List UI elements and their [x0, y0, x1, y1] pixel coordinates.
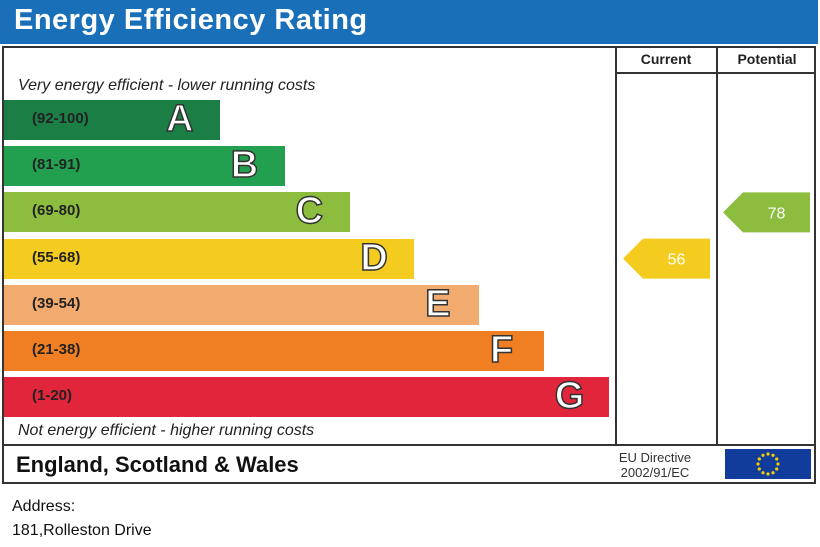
band-letter-label: D	[360, 236, 389, 280]
eu-stars-icon	[756, 452, 780, 476]
band-e: (39-54) E	[4, 282, 480, 326]
band-letter-label: C	[295, 190, 324, 234]
band-letter-label: E	[424, 282, 451, 326]
footer-divider	[2, 444, 816, 446]
band-a: (92-100) A	[4, 97, 220, 141]
band-letter-label: B	[230, 143, 259, 187]
chart-frame	[2, 46, 816, 484]
band-range-label: (21-38)	[32, 341, 81, 358]
header-divider	[617, 72, 816, 74]
address-label: Address:	[12, 498, 76, 515]
top-note: Very energy efficient - lower running co…	[18, 77, 316, 94]
eu-directive-line2: 2002/91/EC	[620, 465, 690, 480]
band-c: (69-80) C	[4, 190, 350, 234]
address-value: 181,Rolleston Drive	[12, 522, 152, 539]
band-range-label: (69-80)	[32, 202, 81, 220]
current-column-divider	[615, 46, 617, 444]
chart-title: Energy Efficiency Rating	[14, 4, 368, 36]
potential-column-divider	[716, 46, 718, 444]
band-range-label: (92-100)	[32, 110, 89, 127]
band-b: (81-91) B	[4, 143, 285, 187]
eu-directive: EU Directive 2002/91/EC	[590, 450, 720, 480]
band-letter-label: F	[489, 328, 514, 372]
band-d: (55-68) D	[4, 236, 415, 280]
band-range-label: (55-68)	[32, 248, 81, 266]
footer-region: England, Scotland & Wales	[16, 452, 299, 477]
band-letter-label: A	[165, 97, 194, 141]
current-column-header: Current	[640, 51, 692, 67]
band-range-label: (1-20)	[32, 387, 73, 405]
bottom-note: Not energy efficient - higher running co…	[18, 422, 315, 439]
title-bar: Energy Efficiency Rating	[0, 0, 818, 44]
eu-flag-icon	[725, 449, 811, 479]
eu-directive-line1: EU Directive	[618, 450, 692, 465]
band-range-label: (81-91)	[32, 156, 81, 174]
band-letter-label: G	[554, 374, 585, 418]
band-g: (1-20) G	[4, 374, 609, 418]
potential-column-header: Potential	[737, 51, 797, 67]
band-range-label: (39-54)	[32, 294, 81, 312]
band-f: (21-38) F	[4, 328, 544, 372]
